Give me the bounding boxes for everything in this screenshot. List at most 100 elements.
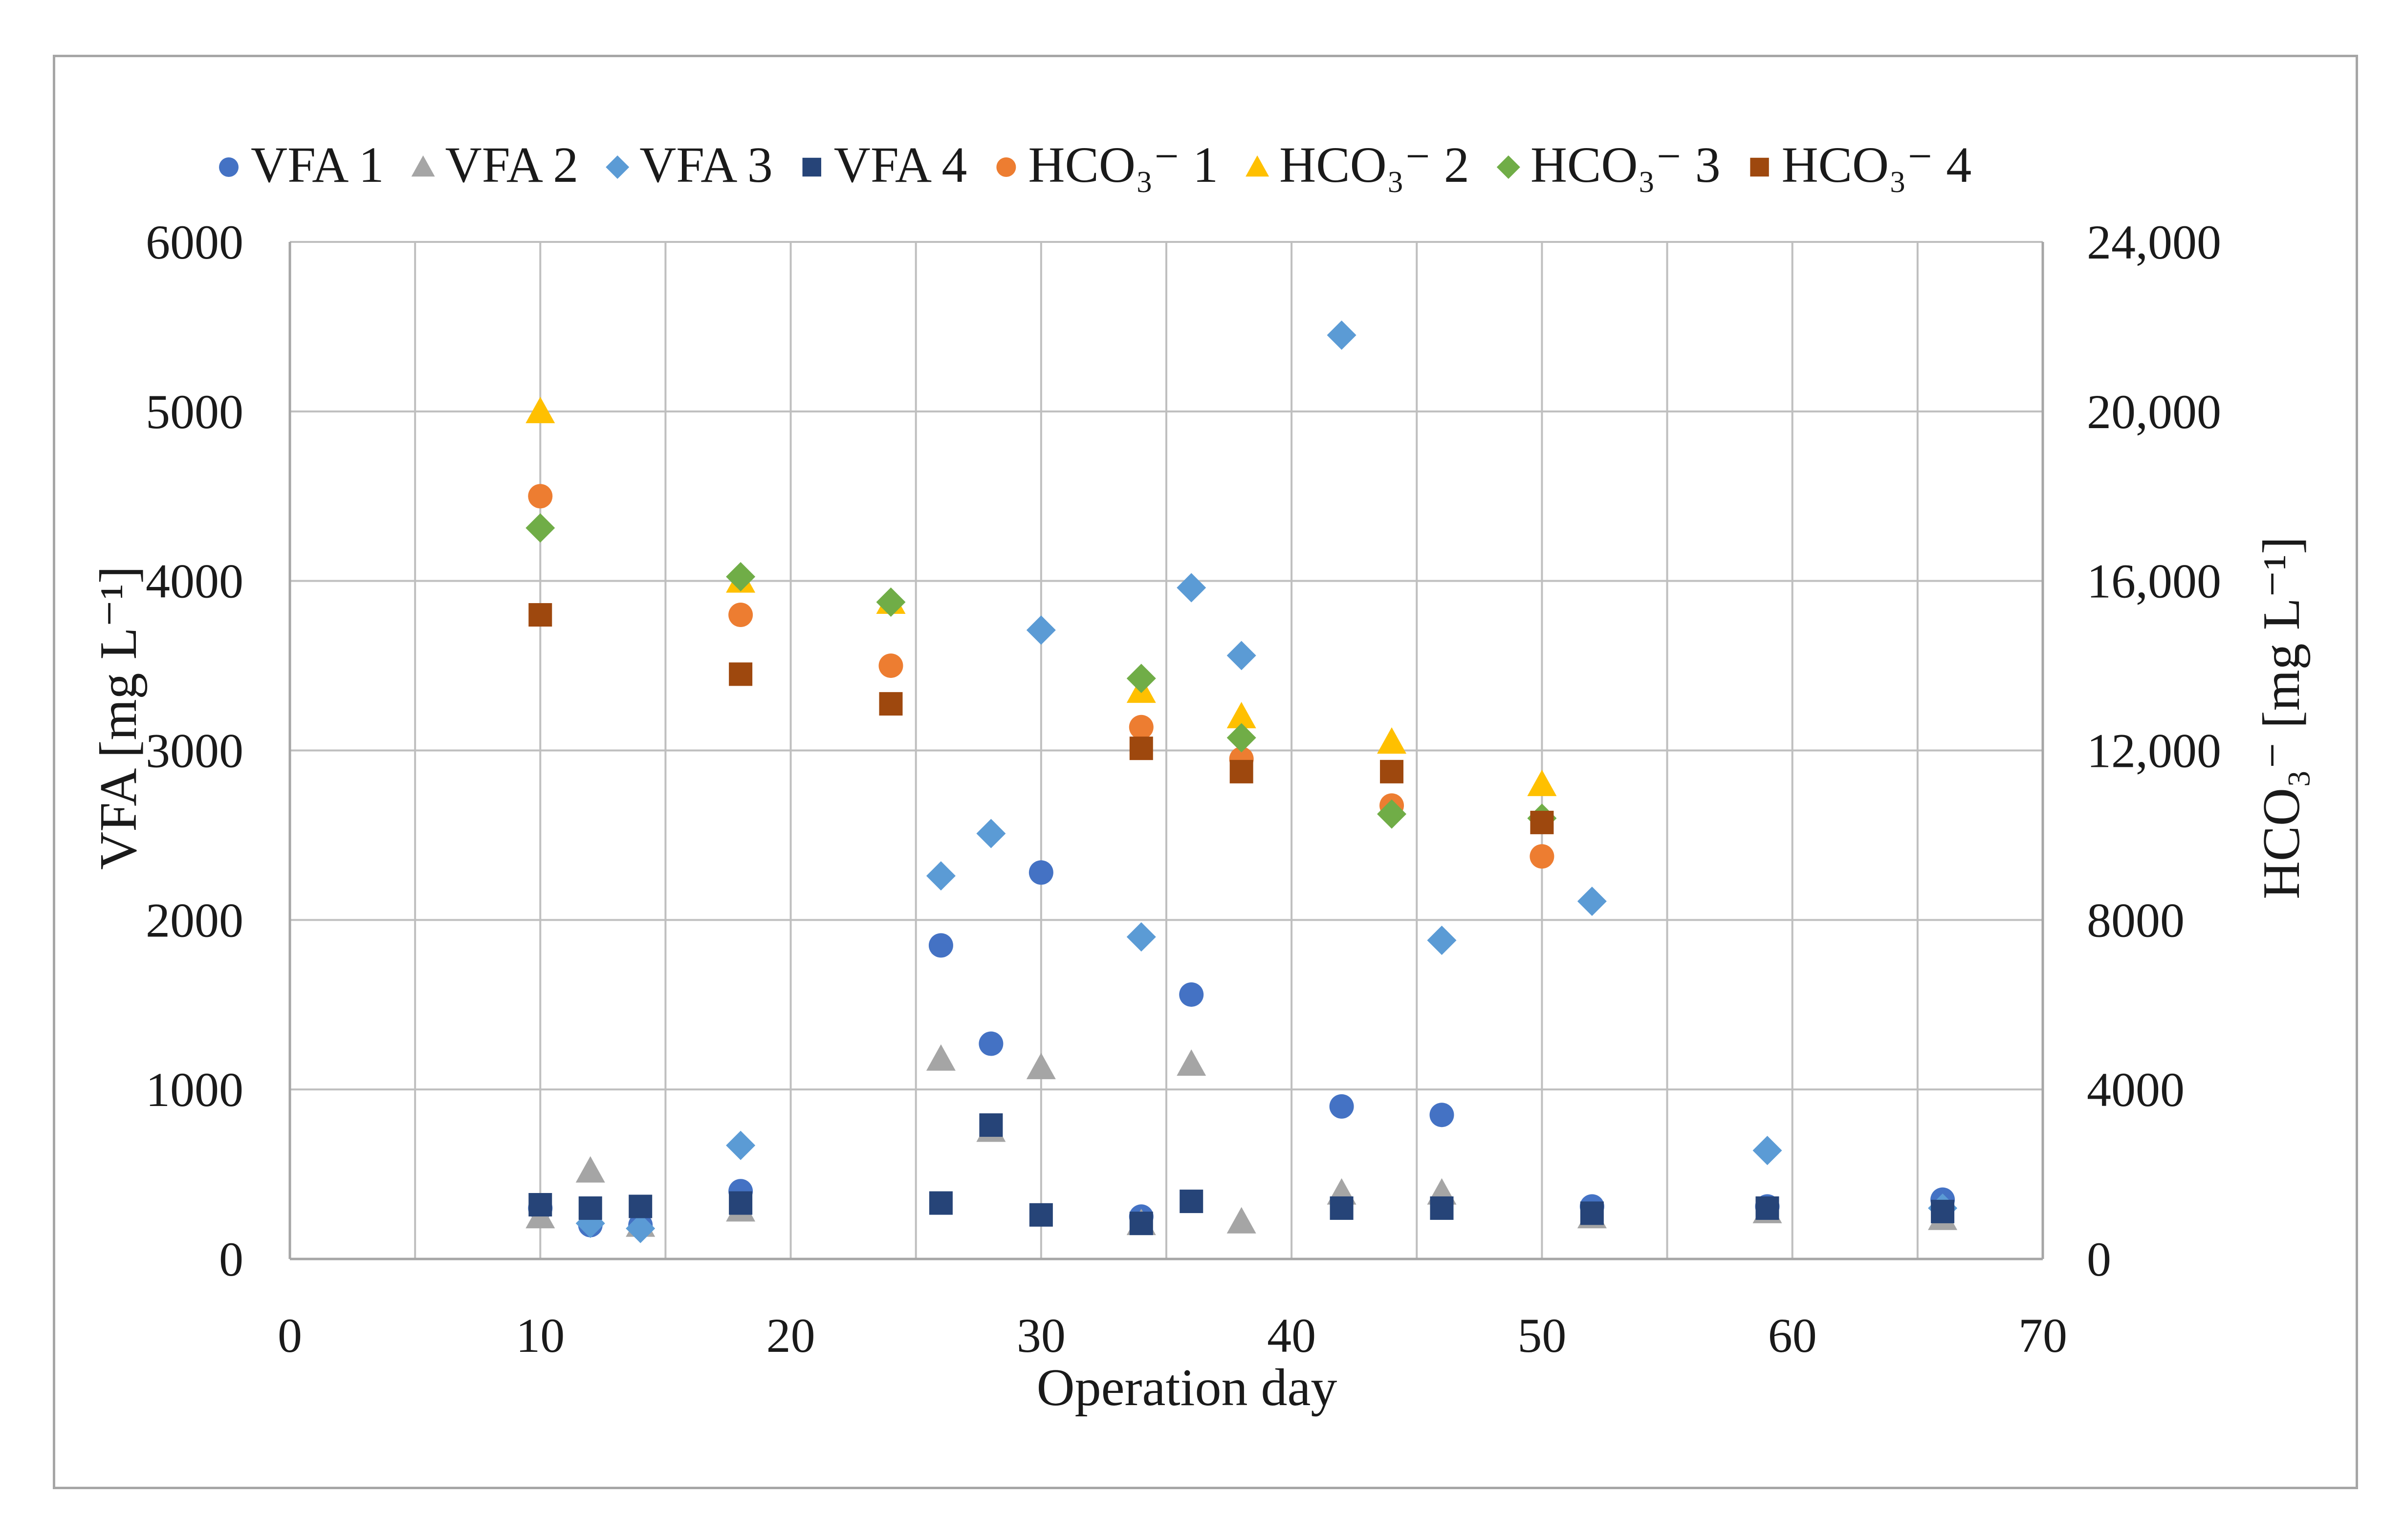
data-point (876, 587, 906, 617)
data-point (1226, 1207, 1256, 1234)
data-markers (525, 320, 1958, 1243)
chart-frame: 0 10 20 30 40 50 60 70 0 1000 2000 3000 4000 5000 6000… (53, 55, 2358, 1489)
data-point (728, 603, 753, 628)
data-point (1177, 1049, 1206, 1076)
legend-marker (802, 157, 821, 177)
data-point (1430, 1196, 1454, 1220)
data-point (1427, 925, 1457, 955)
data-point (1330, 1196, 1354, 1220)
x-tick-label: 40 (1267, 1308, 1316, 1363)
legend-item: VFA 4 (802, 137, 967, 193)
x-tick-label: 20 (766, 1308, 815, 1363)
y-right-tick-label: 16,000 (2087, 554, 2221, 608)
data-point (1126, 664, 1156, 694)
data-point (528, 603, 552, 627)
data-point (976, 819, 1006, 848)
data-point (1129, 715, 1154, 739)
series-4 (528, 1113, 1955, 1236)
legend-marker (411, 155, 435, 177)
data-point (726, 562, 756, 591)
data-point (926, 1044, 956, 1071)
data-point (1380, 759, 1404, 783)
tick-labels: 0 10 20 30 40 50 60 70 0 1000 2000 3000 4000 5000 6000… (146, 215, 2221, 1363)
y-right-tick-label: 24,000 (2087, 215, 2221, 269)
y-right-tick-label: 4000 (2087, 1063, 2185, 1117)
legend-item: VFA 3 (606, 137, 773, 193)
data-point (1931, 1199, 1955, 1223)
data-point (626, 1214, 656, 1243)
y-left-tick-label: 5000 (146, 385, 243, 439)
data-point (578, 1196, 602, 1220)
legend: VFA 1 VFA 2 VFA 3 VFA 4 HCO₃⁻ 1 HCO₃⁻ 2 HCO₃⁻ … (219, 137, 1971, 193)
series-3 (575, 320, 1958, 1243)
chart-canvas: 0 10 20 30 40 50 60 70 0 1000 2000 3000 4000 5000 6000… (89, 137, 2311, 1417)
y-left-tick-label: 2000 (146, 893, 243, 947)
data-point (1129, 737, 1153, 760)
legend-marker (1496, 155, 1520, 179)
legend-marker (1246, 155, 1269, 177)
data-point (1329, 1094, 1354, 1119)
legend-label: VFA 2 (445, 137, 579, 193)
data-point (528, 1193, 552, 1217)
data-point (629, 1194, 653, 1218)
y-right-axis-title: HCO₃⁻ [mg L⁻¹] (2252, 537, 2311, 899)
data-point (1226, 702, 1256, 729)
y-left-tick-label: 0 (219, 1232, 243, 1286)
legend-item: HCO₃⁻ 4 (1750, 137, 1971, 193)
data-point (1530, 810, 1554, 834)
y-right-tick-label: 12,000 (2087, 724, 2221, 778)
y-right-tick-label: 8000 (2087, 893, 2185, 947)
data-point (1527, 769, 1557, 796)
x-tick-label: 0 (278, 1308, 302, 1363)
data-point (879, 692, 903, 716)
data-point (1327, 320, 1356, 350)
legend-item: VFA 1 (219, 137, 384, 193)
legend-marker (606, 155, 630, 179)
legend-label: VFA 3 (639, 137, 773, 193)
data-point (1229, 759, 1253, 783)
y-left-tick-label: 3000 (146, 724, 243, 778)
data-point (528, 484, 553, 509)
x-tick-label: 70 (2018, 1308, 2067, 1363)
data-point (1177, 573, 1206, 603)
data-point (1029, 1203, 1053, 1227)
legend-marker (1750, 157, 1769, 177)
legend-marker (219, 157, 239, 177)
legend-label: HCO₃⁻ 1 (1028, 137, 1218, 193)
legend-label: VFA 1 (251, 137, 384, 193)
data-point (729, 1191, 753, 1215)
data-point (1028, 860, 1053, 885)
legend-item: HCO₃⁻ 3 (1496, 137, 1721, 193)
data-point (1577, 887, 1607, 916)
legend-label: VFA 4 (834, 137, 967, 193)
data-point (979, 1031, 1004, 1056)
data-point (1580, 1201, 1604, 1225)
data-point (1226, 641, 1256, 671)
axes (288, 242, 2044, 1260)
legend-label: HCO₃⁻ 4 (1782, 137, 1972, 193)
data-point (1129, 1212, 1153, 1236)
x-tick-label: 10 (516, 1308, 565, 1363)
y-left-tick-label: 4000 (146, 554, 243, 608)
data-point (1179, 982, 1204, 1007)
data-point (575, 1156, 605, 1183)
data-point (1026, 615, 1056, 645)
series-1 (528, 860, 1955, 1237)
data-point (1126, 922, 1156, 952)
x-tick-label: 50 (1517, 1308, 1566, 1363)
legend-item: VFA 2 (411, 137, 579, 193)
series-8 (528, 603, 1554, 834)
data-point (926, 861, 956, 891)
y-left-tick-label: 6000 (146, 215, 243, 269)
data-point (929, 1191, 953, 1215)
y-left-axis-title: VFA [mg L⁻¹] (89, 566, 148, 869)
x-tick-label: 30 (1017, 1308, 1066, 1363)
data-point (1226, 723, 1256, 753)
y-left-tick-label: 1000 (146, 1063, 243, 1117)
data-point (726, 1130, 756, 1160)
grid-lines (290, 241, 2044, 1259)
x-axis-title: Operation day (1037, 1359, 1337, 1417)
data-point (1755, 1196, 1779, 1220)
data-point (1026, 1053, 1056, 1080)
data-point (1530, 844, 1554, 869)
